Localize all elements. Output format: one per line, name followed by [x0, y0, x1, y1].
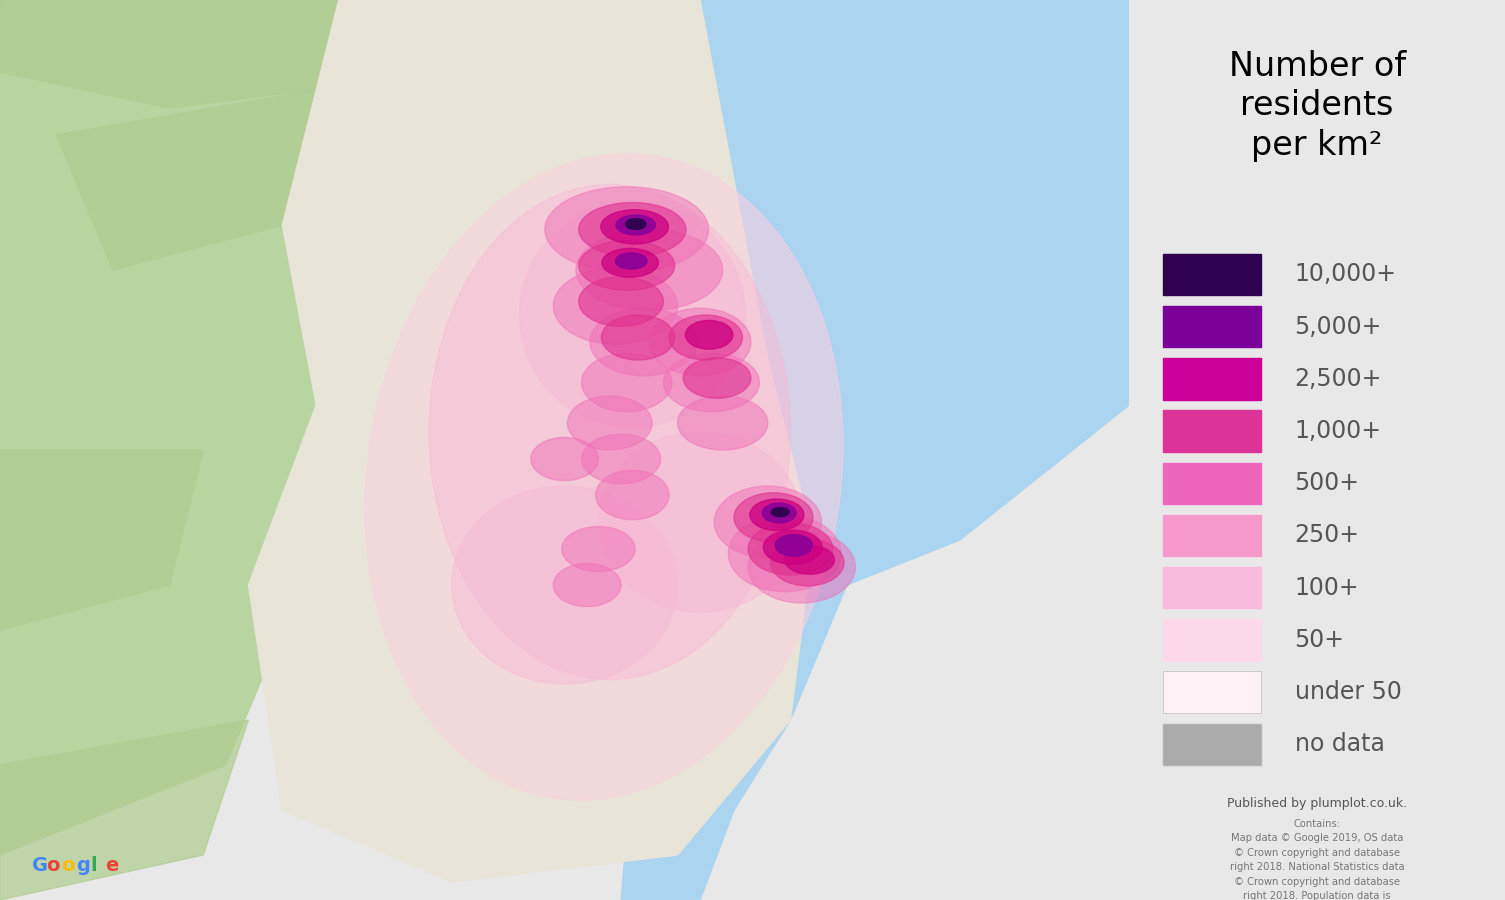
Text: under 50: under 50 — [1294, 680, 1401, 704]
Ellipse shape — [429, 184, 790, 680]
Bar — [1163, 410, 1261, 452]
Polygon shape — [0, 720, 248, 900]
Polygon shape — [248, 0, 813, 882]
Ellipse shape — [677, 396, 768, 450]
Bar — [1163, 515, 1261, 556]
Ellipse shape — [554, 563, 622, 607]
Ellipse shape — [771, 508, 789, 517]
Bar — [1163, 724, 1261, 765]
Ellipse shape — [763, 530, 822, 564]
Text: 100+: 100+ — [1294, 576, 1359, 599]
Text: 250+: 250+ — [1294, 524, 1359, 547]
Text: l: l — [90, 856, 96, 875]
Ellipse shape — [734, 493, 813, 542]
Ellipse shape — [561, 526, 635, 572]
Ellipse shape — [626, 219, 646, 230]
Polygon shape — [57, 90, 316, 270]
Text: 10,000+: 10,000+ — [1294, 263, 1397, 286]
Ellipse shape — [366, 154, 843, 800]
Text: 2,500+: 2,500+ — [1294, 367, 1382, 391]
Ellipse shape — [748, 531, 855, 603]
Text: no data: no data — [1294, 733, 1385, 756]
Text: o: o — [47, 856, 60, 875]
Text: 500+: 500+ — [1294, 472, 1359, 495]
Ellipse shape — [616, 253, 647, 269]
Ellipse shape — [762, 503, 796, 523]
Bar — [1163, 724, 1261, 765]
Bar — [1163, 619, 1261, 661]
Bar — [1163, 567, 1261, 608]
Ellipse shape — [452, 486, 677, 684]
Ellipse shape — [683, 357, 751, 398]
Ellipse shape — [748, 523, 832, 575]
Bar — [1163, 671, 1261, 713]
Text: g: g — [75, 856, 89, 875]
Text: G: G — [32, 856, 48, 875]
Ellipse shape — [531, 437, 599, 481]
Ellipse shape — [602, 248, 658, 277]
Ellipse shape — [579, 202, 686, 256]
Bar — [1163, 671, 1261, 713]
Polygon shape — [622, 0, 1129, 900]
Ellipse shape — [600, 210, 668, 244]
Ellipse shape — [664, 353, 760, 412]
Ellipse shape — [519, 202, 745, 428]
Ellipse shape — [590, 308, 697, 376]
Bar — [1163, 463, 1261, 504]
Ellipse shape — [728, 515, 841, 592]
Ellipse shape — [784, 545, 834, 574]
Ellipse shape — [567, 396, 652, 450]
Bar — [1163, 254, 1261, 295]
Text: e: e — [105, 856, 119, 875]
Ellipse shape — [579, 277, 664, 327]
Ellipse shape — [749, 499, 804, 531]
Ellipse shape — [771, 539, 844, 586]
Polygon shape — [0, 450, 203, 630]
Ellipse shape — [602, 315, 674, 360]
Ellipse shape — [649, 308, 751, 376]
Text: Contains:
Map data © Google 2019, OS data
© Crown copyright and database
right 2: Contains: Map data © Google 2019, OS dat… — [1230, 819, 1404, 900]
Bar — [1163, 358, 1261, 400]
Text: 50+: 50+ — [1294, 628, 1344, 652]
Text: Number of
residents
per km²: Number of residents per km² — [1228, 50, 1406, 161]
Ellipse shape — [581, 435, 661, 484]
Ellipse shape — [576, 230, 722, 310]
Text: Published by plumplot.co.uk.: Published by plumplot.co.uk. — [1227, 796, 1407, 809]
Ellipse shape — [685, 320, 733, 349]
Text: 5,000+: 5,000+ — [1294, 315, 1382, 338]
Ellipse shape — [599, 432, 802, 612]
Ellipse shape — [596, 470, 670, 520]
Ellipse shape — [579, 240, 674, 290]
Polygon shape — [0, 0, 509, 108]
Text: 1,000+: 1,000+ — [1294, 419, 1382, 443]
Ellipse shape — [715, 486, 822, 558]
Ellipse shape — [581, 353, 671, 412]
Ellipse shape — [670, 315, 742, 360]
Ellipse shape — [554, 268, 677, 344]
Text: o: o — [62, 856, 74, 875]
Ellipse shape — [616, 215, 656, 235]
Ellipse shape — [775, 535, 813, 556]
Polygon shape — [0, 0, 474, 855]
Bar — [1163, 306, 1261, 347]
Ellipse shape — [545, 187, 709, 272]
